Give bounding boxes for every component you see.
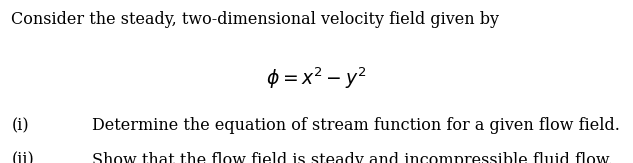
Text: $\phi = x^2 - y^2$: $\phi = x^2 - y^2$ xyxy=(266,65,367,91)
Text: Determine the equation of stream function for a given flow field.: Determine the equation of stream functio… xyxy=(92,117,620,134)
Text: Show that the flow field is steady and incompressible fluid flow.: Show that the flow field is steady and i… xyxy=(92,152,613,163)
Text: (i): (i) xyxy=(11,117,29,134)
Text: Consider the steady, two-dimensional velocity field given by: Consider the steady, two-dimensional vel… xyxy=(11,11,499,28)
Text: (ii): (ii) xyxy=(11,152,34,163)
